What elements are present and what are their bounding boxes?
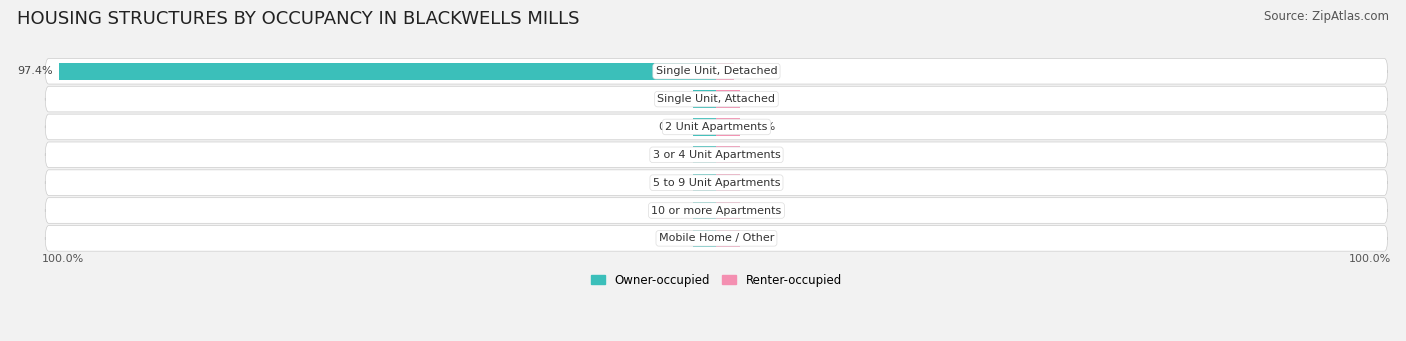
Text: 0.0%: 0.0%	[658, 94, 686, 104]
FancyBboxPatch shape	[45, 198, 1388, 223]
Bar	[693, 146, 717, 163]
FancyBboxPatch shape	[45, 58, 1388, 84]
Text: 100.0%: 100.0%	[1348, 254, 1391, 264]
Bar	[693, 90, 717, 108]
Text: 0.0%: 0.0%	[747, 206, 775, 216]
FancyBboxPatch shape	[45, 114, 1388, 140]
Bar	[717, 90, 740, 108]
Bar	[717, 174, 740, 191]
Text: Mobile Home / Other: Mobile Home / Other	[659, 233, 775, 243]
Text: Single Unit, Attached: Single Unit, Attached	[658, 94, 776, 104]
Text: 0.0%: 0.0%	[658, 233, 686, 243]
Bar	[693, 118, 717, 136]
Bar	[693, 174, 717, 191]
Text: Single Unit, Detached: Single Unit, Detached	[655, 66, 778, 76]
Text: 0.0%: 0.0%	[747, 122, 775, 132]
Text: 0.0%: 0.0%	[747, 178, 775, 188]
Bar	[717, 202, 740, 219]
Legend: Owner-occupied, Renter-occupied: Owner-occupied, Renter-occupied	[586, 269, 846, 291]
Text: HOUSING STRUCTURES BY OCCUPANCY IN BLACKWELLS MILLS: HOUSING STRUCTURES BY OCCUPANCY IN BLACK…	[17, 10, 579, 28]
Bar	[717, 146, 740, 163]
Text: 97.4%: 97.4%	[17, 66, 52, 76]
Text: 2.6%: 2.6%	[741, 66, 769, 76]
Text: 0.0%: 0.0%	[658, 122, 686, 132]
FancyBboxPatch shape	[45, 86, 1388, 112]
Text: 0.0%: 0.0%	[658, 150, 686, 160]
Text: 10 or more Apartments: 10 or more Apartments	[651, 206, 782, 216]
Bar	[717, 230, 740, 247]
FancyBboxPatch shape	[45, 142, 1388, 168]
Bar	[59, 63, 717, 80]
Bar	[717, 118, 740, 136]
Text: 0.0%: 0.0%	[747, 94, 775, 104]
Text: 0.0%: 0.0%	[747, 233, 775, 243]
Text: 100.0%: 100.0%	[42, 254, 84, 264]
FancyBboxPatch shape	[45, 225, 1388, 251]
Bar	[693, 202, 717, 219]
Text: 2 Unit Apartments: 2 Unit Apartments	[665, 122, 768, 132]
Text: 3 or 4 Unit Apartments: 3 or 4 Unit Apartments	[652, 150, 780, 160]
Bar	[693, 230, 717, 247]
Text: 0.0%: 0.0%	[747, 150, 775, 160]
Text: 0.0%: 0.0%	[658, 206, 686, 216]
Text: 0.0%: 0.0%	[658, 178, 686, 188]
FancyBboxPatch shape	[45, 170, 1388, 195]
Bar	[717, 63, 734, 80]
Text: Source: ZipAtlas.com: Source: ZipAtlas.com	[1264, 10, 1389, 23]
Text: 5 to 9 Unit Apartments: 5 to 9 Unit Apartments	[652, 178, 780, 188]
